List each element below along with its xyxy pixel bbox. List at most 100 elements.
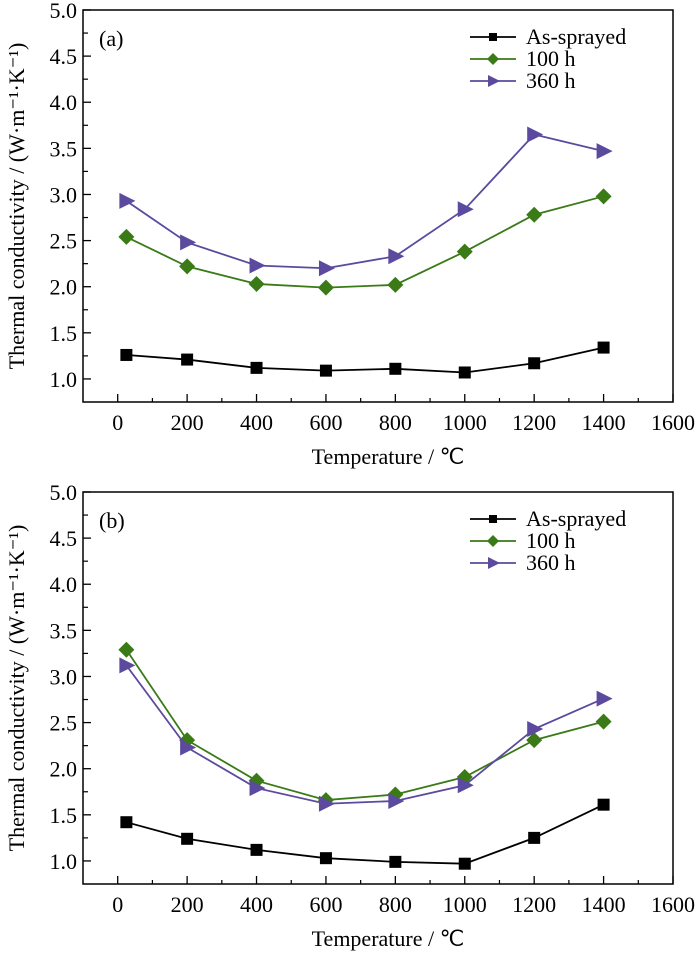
data-point [248, 275, 265, 292]
legend-item: As-sprayed [470, 506, 626, 531]
y-axis-title: Thermal conductivity / (W·m⁻¹·K⁻¹) [4, 43, 29, 370]
x-tick-label: 200 [171, 892, 204, 917]
x-tick-label: 1600 [651, 892, 695, 917]
series-as-sprayed [120, 341, 610, 379]
data-point [180, 234, 197, 251]
y-tick-label: 5.0 [50, 0, 78, 23]
data-point [318, 260, 335, 277]
data-point [527, 126, 544, 143]
x-tick-label: 800 [379, 410, 412, 435]
data-point [457, 777, 474, 794]
data-point [181, 353, 194, 366]
data-point [249, 780, 266, 797]
data-point [596, 143, 613, 160]
y-tick-label: 1.5 [50, 803, 78, 828]
x-tick-label: 200 [171, 410, 204, 435]
plot-frame [82, 491, 674, 885]
panel-label: (b) [99, 508, 125, 533]
data-point [180, 739, 197, 756]
x-tick-label: 0 [112, 410, 123, 435]
data-point [456, 243, 473, 260]
x-tick-label: 600 [309, 892, 342, 917]
data-point [181, 832, 194, 845]
data-point [179, 258, 196, 275]
legend-marker [489, 33, 497, 41]
y-tick-label: 4.5 [50, 526, 78, 551]
data-point [118, 228, 135, 245]
y-tick-label: 4.5 [50, 44, 78, 69]
plot-frame [82, 9, 674, 403]
data-point [317, 279, 334, 296]
x-tick-label: 400 [240, 410, 273, 435]
legend-label: As-sprayed [526, 506, 626, 531]
x-tick-label: 1600 [651, 410, 695, 435]
x-tick-label: 1400 [582, 892, 626, 917]
data-point [526, 206, 543, 223]
data-point [389, 855, 402, 868]
x-tick-label: 1000 [443, 410, 487, 435]
legend-marker [488, 557, 500, 569]
y-tick-label: 4.0 [50, 572, 78, 597]
data-point [595, 713, 612, 730]
y-tick-label: 1.0 [50, 367, 78, 392]
series-360-h [119, 126, 613, 277]
series-line [125, 664, 604, 805]
x-tick-label: 800 [379, 892, 412, 917]
y-tick-label: 3.5 [50, 136, 78, 161]
legend-label: 100 h [526, 528, 576, 553]
legend-label: As-sprayed [526, 24, 626, 49]
series-line [126, 803, 604, 865]
chart-panel-b: 0 200 400 600 800 1000 1200 1400 1600 1.0 1.5 2.0 2.… [4, 480, 695, 951]
data-point [388, 248, 405, 265]
legend-marker [489, 515, 497, 523]
series-line [125, 649, 604, 801]
y-tick-label: 2.0 [50, 275, 78, 300]
chart-panel-a: 0 200 400 600 800 1000 1200 1400 1600 1.0 1.5 2.0 2.… [4, 0, 695, 469]
x-tick-label: 0 [112, 892, 123, 917]
legend-item: 360 h [470, 68, 576, 93]
data-point [388, 792, 405, 809]
x-tick-label: 1200 [512, 892, 556, 917]
legend-item: 100 h [470, 528, 576, 553]
data-point [528, 831, 541, 844]
data-point [250, 361, 263, 374]
series-100-h [118, 641, 612, 809]
data-point [387, 276, 404, 293]
y-tick-label: 3.0 [50, 182, 78, 207]
legend-label: 360 h [526, 68, 576, 93]
data-point [526, 732, 543, 749]
x-tick-label: 1400 [582, 410, 626, 435]
legend-marker [487, 53, 499, 65]
y-tick-label: 3.0 [50, 664, 78, 689]
y-tick-label: 2.5 [50, 229, 78, 254]
series-line [126, 346, 604, 374]
series-as-sprayed [120, 798, 610, 870]
data-point [118, 641, 135, 658]
data-point [458, 857, 471, 870]
x-axis-title: Temperature / ℃ [312, 926, 465, 951]
y-tick-label: 3.5 [50, 618, 78, 643]
legend-marker [487, 535, 499, 547]
legend-label: 360 h [526, 550, 576, 575]
y-tick-label: 2.0 [50, 757, 78, 782]
y-tick-label: 2.5 [50, 711, 78, 736]
legend-label: 100 h [526, 46, 576, 71]
panel-label: (a) [99, 26, 123, 51]
x-tick-label: 1000 [443, 892, 487, 917]
data-point [595, 188, 612, 205]
data-point [597, 341, 610, 354]
series-line [125, 133, 604, 270]
data-point [120, 816, 133, 829]
data-point [319, 364, 332, 377]
data-point [250, 843, 263, 856]
y-tick-label: 4.0 [50, 90, 78, 115]
data-point [457, 201, 474, 218]
series-360-h [119, 657, 613, 812]
legend-item: As-sprayed [470, 24, 626, 49]
data-point [120, 348, 133, 361]
data-point [527, 721, 544, 738]
legend-marker [488, 75, 500, 87]
